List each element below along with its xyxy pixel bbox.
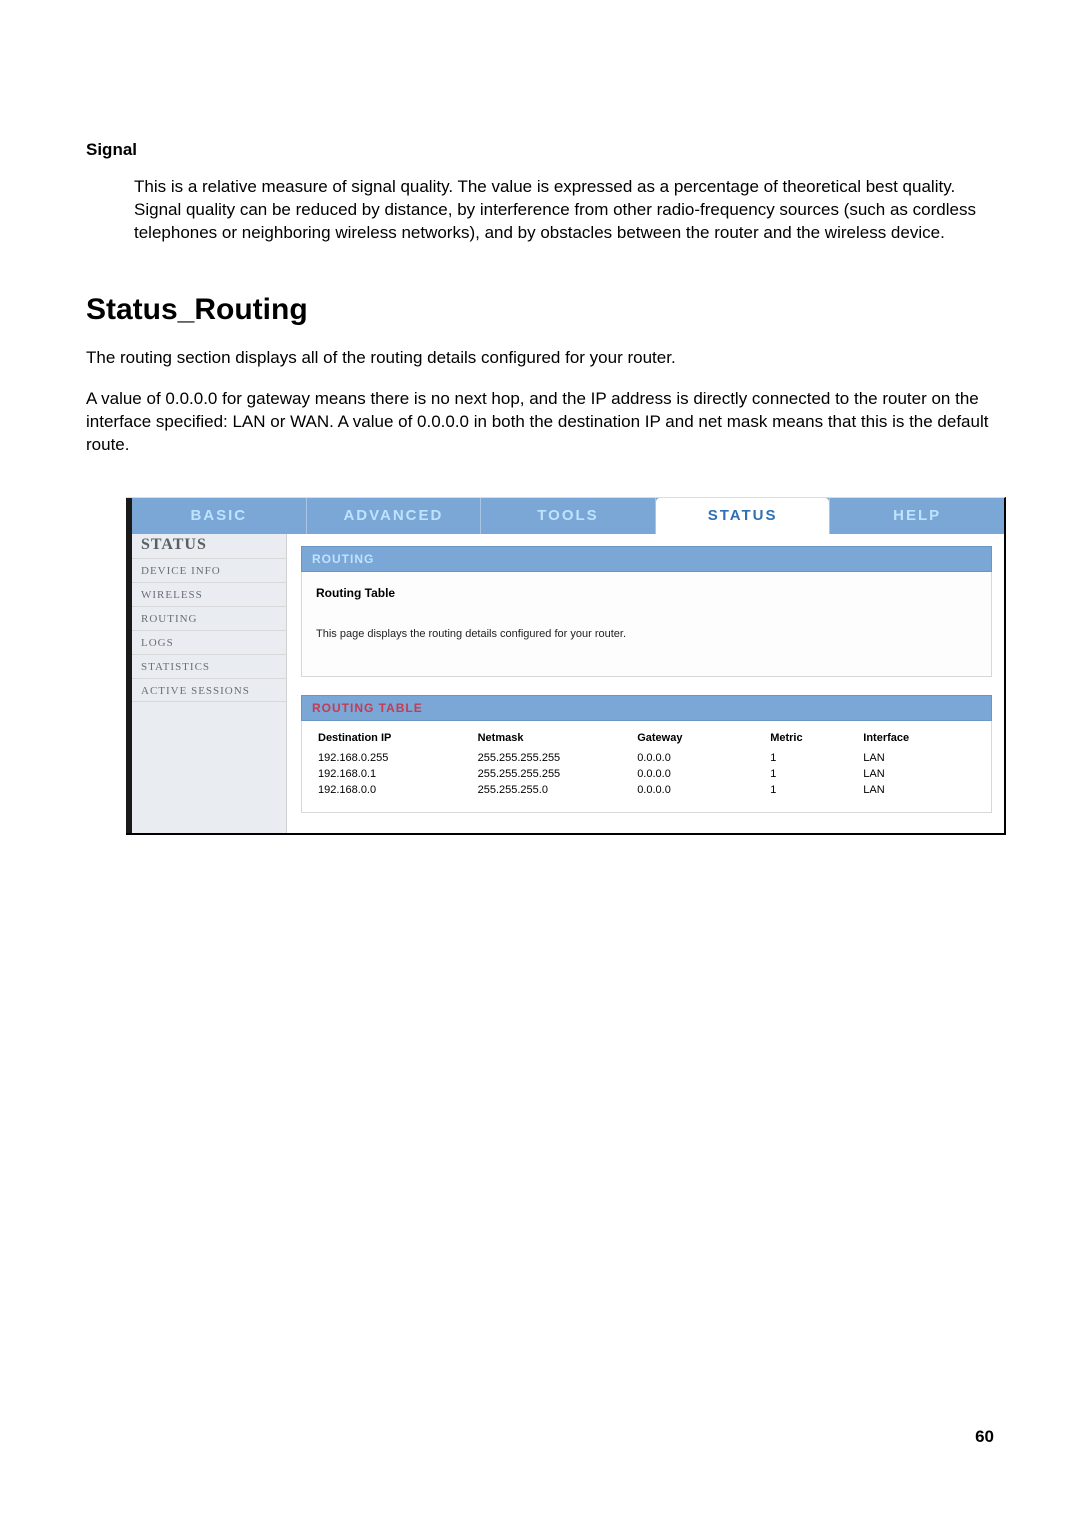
routing-table-header-row: Destination IPNetmaskGatewayMetricInterf…	[314, 729, 979, 750]
routing-table-col-gateway: Gateway	[633, 729, 766, 750]
table-cell: 1	[766, 782, 859, 798]
table-cell: 192.168.0.1	[314, 766, 474, 782]
sidebar-item-device-info[interactable]: DEVICE INFO	[132, 558, 286, 582]
routing-table-panel-bar: ROUTING TABLE	[301, 695, 992, 721]
table-cell: 1	[766, 750, 859, 766]
table-cell: 255.255.255.255	[474, 750, 634, 766]
table-cell: 1	[766, 766, 859, 782]
tab-basic[interactable]: BASIC	[132, 498, 306, 534]
routing-table-col-metric: Metric	[766, 729, 859, 750]
table-cell: 192.168.0.255	[314, 750, 474, 766]
table-cell: 0.0.0.0	[633, 766, 766, 782]
routing-panel-bar: ROUTING	[301, 546, 992, 572]
table-cell: LAN	[859, 750, 979, 766]
routing-table-col-destination-ip: Destination IP	[314, 729, 474, 750]
tab-tools[interactable]: TOOLS	[481, 498, 655, 534]
routing-table-title: Routing Table	[316, 586, 977, 600]
sidebar-item-wireless[interactable]: WIRELESS	[132, 582, 286, 606]
table-cell: 255.255.255.255	[474, 766, 634, 782]
table-cell: 192.168.0.0	[314, 782, 474, 798]
tab-status[interactable]: STATUS	[656, 498, 830, 534]
routing-table: Destination IPNetmaskGatewayMetricInterf…	[314, 729, 979, 798]
sidebar-item-statistics[interactable]: STATISTICS	[132, 654, 286, 678]
sidebar-item-active-sessions[interactable]: ACTIVE SESSIONS	[132, 678, 286, 702]
sidebar: STATUS DEVICE INFOWIRELESSROUTINGLOGSSTA…	[132, 534, 287, 833]
table-row: 192.168.0.1255.255.255.2550.0.0.01LAN	[314, 766, 979, 782]
routing-panel-body: Routing Table This page displays the rou…	[301, 572, 992, 677]
page-number: 60	[975, 1427, 994, 1447]
table-cell: 0.0.0.0	[633, 782, 766, 798]
table-cell: 255.255.255.0	[474, 782, 634, 798]
routing-table-desc: This page displays the routing details c…	[316, 628, 977, 640]
tab-advanced[interactable]: ADVANCED	[307, 498, 481, 534]
document-page: Signal This is a relative measure of sig…	[0, 0, 1080, 1527]
signal-heading: Signal	[86, 140, 994, 160]
sidebar-brand: STATUS	[132, 534, 286, 558]
router-ui-inner: BASICADVANCEDTOOLSSTATUSHELP STATUS DEVI…	[126, 498, 1004, 833]
routing-table-container: Destination IPNetmaskGatewayMetricInterf…	[301, 721, 992, 813]
top-nav: BASICADVANCEDTOOLSSTATUSHELP	[132, 498, 1004, 534]
table-cell: LAN	[859, 766, 979, 782]
router-ui-screenshot: BASICADVANCEDTOOLSSTATUSHELP STATUS DEVI…	[126, 497, 1006, 835]
routing-table-col-netmask: Netmask	[474, 729, 634, 750]
signal-body-text: This is a relative measure of signal qua…	[134, 176, 994, 245]
table-cell: LAN	[859, 782, 979, 798]
status-routing-paragraph-2: A value of 0.0.0.0 for gateway means the…	[86, 388, 994, 457]
table-row: 192.168.0.255255.255.255.2550.0.0.01LAN	[314, 750, 979, 766]
tab-help[interactable]: HELP	[830, 498, 1004, 534]
table-cell: 0.0.0.0	[633, 750, 766, 766]
sidebar-item-routing[interactable]: ROUTING	[132, 606, 286, 630]
table-row: 192.168.0.0255.255.255.00.0.0.01LAN	[314, 782, 979, 798]
sidebar-item-logs[interactable]: LOGS	[132, 630, 286, 654]
routing-table-col-interface: Interface	[859, 729, 979, 750]
router-body-row: STATUS DEVICE INFOWIRELESSROUTINGLOGSSTA…	[132, 534, 1004, 833]
status-routing-heading: Status_Routing	[86, 293, 994, 327]
status-routing-paragraph-1: The routing section displays all of the …	[86, 347, 994, 370]
main-content: ROUTING Routing Table This page displays…	[287, 534, 1004, 833]
